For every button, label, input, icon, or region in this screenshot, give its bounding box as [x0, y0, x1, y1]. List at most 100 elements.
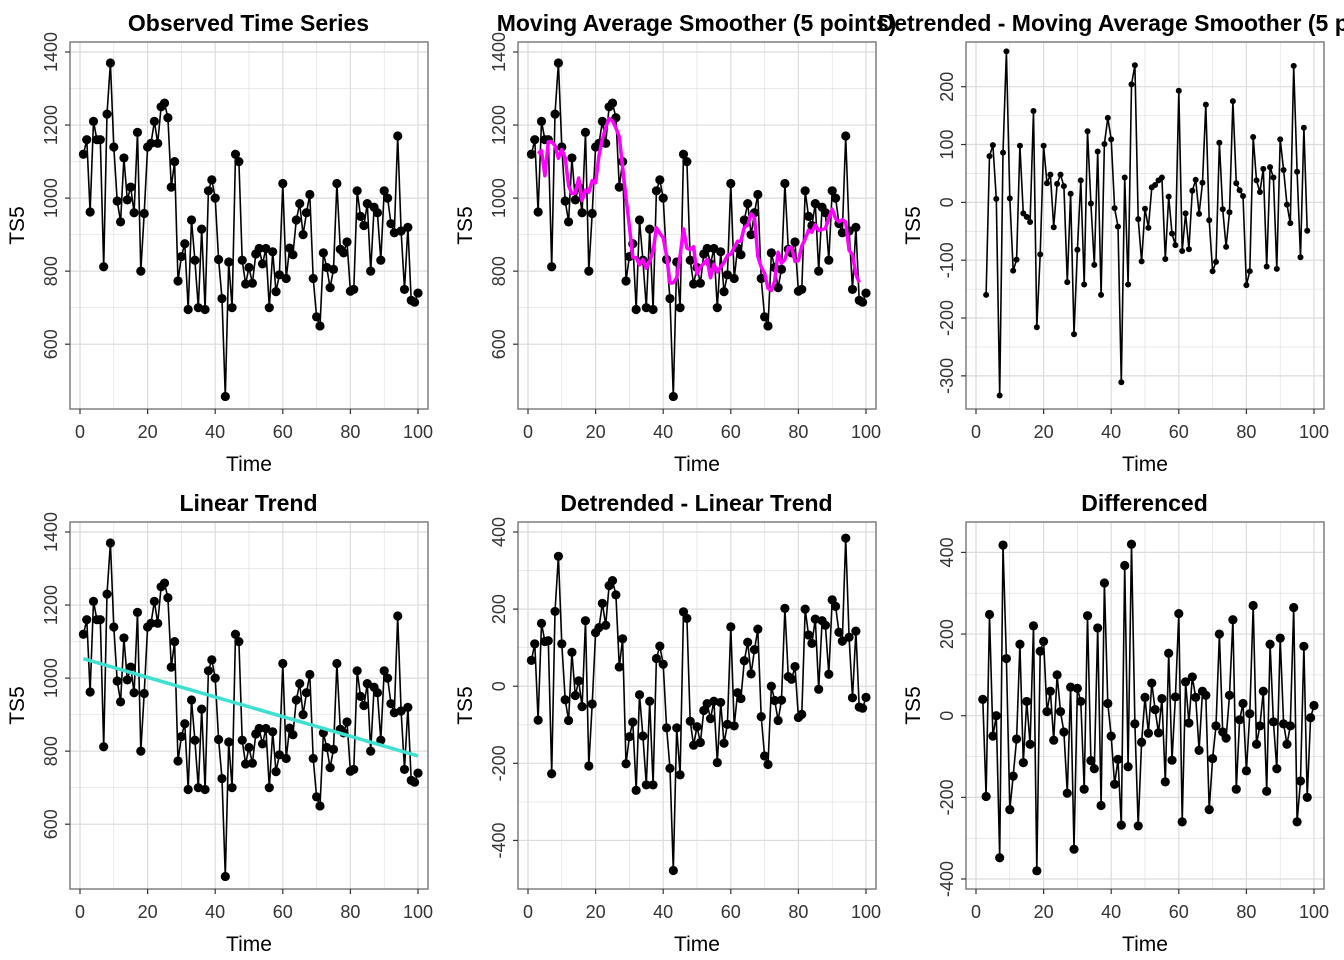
y-tick-label: 800	[41, 256, 61, 286]
data-point	[1202, 101, 1209, 108]
data-point	[1057, 171, 1064, 178]
data-point	[773, 715, 783, 726]
y-tick-label: 1400	[41, 512, 61, 552]
data-point	[763, 321, 773, 331]
data-point	[536, 618, 547, 628]
data-point	[1071, 331, 1078, 338]
x-tick-label: 0	[523, 422, 533, 442]
data-point	[200, 304, 210, 315]
data-point	[224, 737, 234, 747]
data-point	[800, 186, 810, 196]
series-layer	[526, 58, 871, 402]
data-point	[577, 208, 587, 218]
data-point	[1243, 282, 1250, 289]
data-point	[1106, 731, 1116, 741]
data-point	[1283, 201, 1290, 208]
data-point	[278, 178, 288, 189]
data-point	[1169, 230, 1176, 237]
y-axis-title: TS5	[6, 686, 29, 725]
data-point	[291, 215, 301, 225]
x-tick-label: 80	[340, 422, 360, 442]
data-point	[244, 262, 254, 273]
panel-linear-trend: 0 20 40 60 80 100 600 800 1000 1200 1400 Time TS5	[6, 512, 433, 956]
data-point	[861, 692, 871, 703]
data-point	[105, 58, 116, 68]
data-point	[574, 676, 584, 686]
data-point	[1028, 621, 1039, 631]
data-point	[658, 659, 668, 669]
data-point	[1121, 174, 1128, 181]
data-point	[563, 217, 574, 227]
data-point	[1224, 690, 1235, 700]
data-point	[1013, 256, 1020, 263]
data-point	[998, 540, 1008, 550]
data-point	[1074, 246, 1081, 253]
data-point	[1245, 709, 1255, 719]
y-tick-label: 800	[489, 256, 509, 286]
data-point	[712, 303, 722, 313]
data-point	[1216, 139, 1223, 146]
data-point	[170, 636, 180, 647]
data-point	[339, 248, 349, 258]
data-point	[1018, 758, 1028, 768]
data-point	[122, 675, 132, 685]
data-point	[301, 208, 312, 218]
data-point	[814, 266, 824, 276]
data-point	[756, 712, 766, 722]
data-point	[1251, 739, 1262, 749]
data-point	[1175, 87, 1182, 94]
grid	[966, 42, 1324, 409]
data-point	[180, 719, 190, 729]
data-point	[827, 186, 837, 196]
data-point	[988, 731, 998, 741]
data-point	[136, 746, 146, 756]
data-point	[305, 189, 315, 200]
data-point	[661, 723, 672, 733]
data-point	[716, 697, 726, 708]
data-point	[186, 215, 197, 225]
data-point	[1108, 136, 1115, 143]
data-point	[618, 634, 628, 644]
data-point	[102, 589, 112, 599]
data-point	[1137, 737, 1147, 747]
data-point	[1231, 784, 1241, 794]
data-point	[281, 753, 291, 764]
data-point	[234, 636, 244, 647]
data-point	[702, 243, 712, 254]
data-point	[295, 198, 305, 209]
data-point	[641, 780, 651, 790]
data-point	[1290, 62, 1297, 69]
x-tick-label: 0	[75, 422, 85, 442]
data-point	[315, 801, 325, 811]
data-point	[841, 533, 851, 543]
data-point	[1003, 48, 1010, 55]
data-point	[291, 695, 301, 705]
y-tick-label: -200	[489, 745, 509, 781]
data-point	[749, 644, 760, 655]
data-point	[810, 198, 820, 209]
data-point	[1111, 205, 1118, 212]
data-point	[95, 615, 105, 625]
data-point	[587, 208, 597, 219]
data-point	[78, 149, 88, 159]
data-point	[1037, 251, 1044, 258]
data-point	[631, 785, 641, 795]
data-point	[739, 215, 749, 225]
data-point	[82, 615, 92, 625]
data-point	[1180, 677, 1191, 687]
y-tick-label: -400	[937, 861, 957, 897]
data-point	[814, 684, 824, 694]
data-point	[1049, 735, 1059, 745]
data-point	[1047, 171, 1054, 178]
data-point	[1101, 140, 1108, 147]
data-point	[403, 222, 413, 232]
data-point	[105, 538, 116, 548]
data-point	[726, 178, 736, 189]
data-point	[1204, 805, 1214, 815]
x-tick-label: 100	[403, 902, 433, 922]
data-point	[672, 723, 682, 733]
data-point	[1099, 578, 1110, 588]
data-point	[624, 732, 635, 742]
data-point	[146, 138, 156, 148]
data-point	[736, 693, 746, 704]
